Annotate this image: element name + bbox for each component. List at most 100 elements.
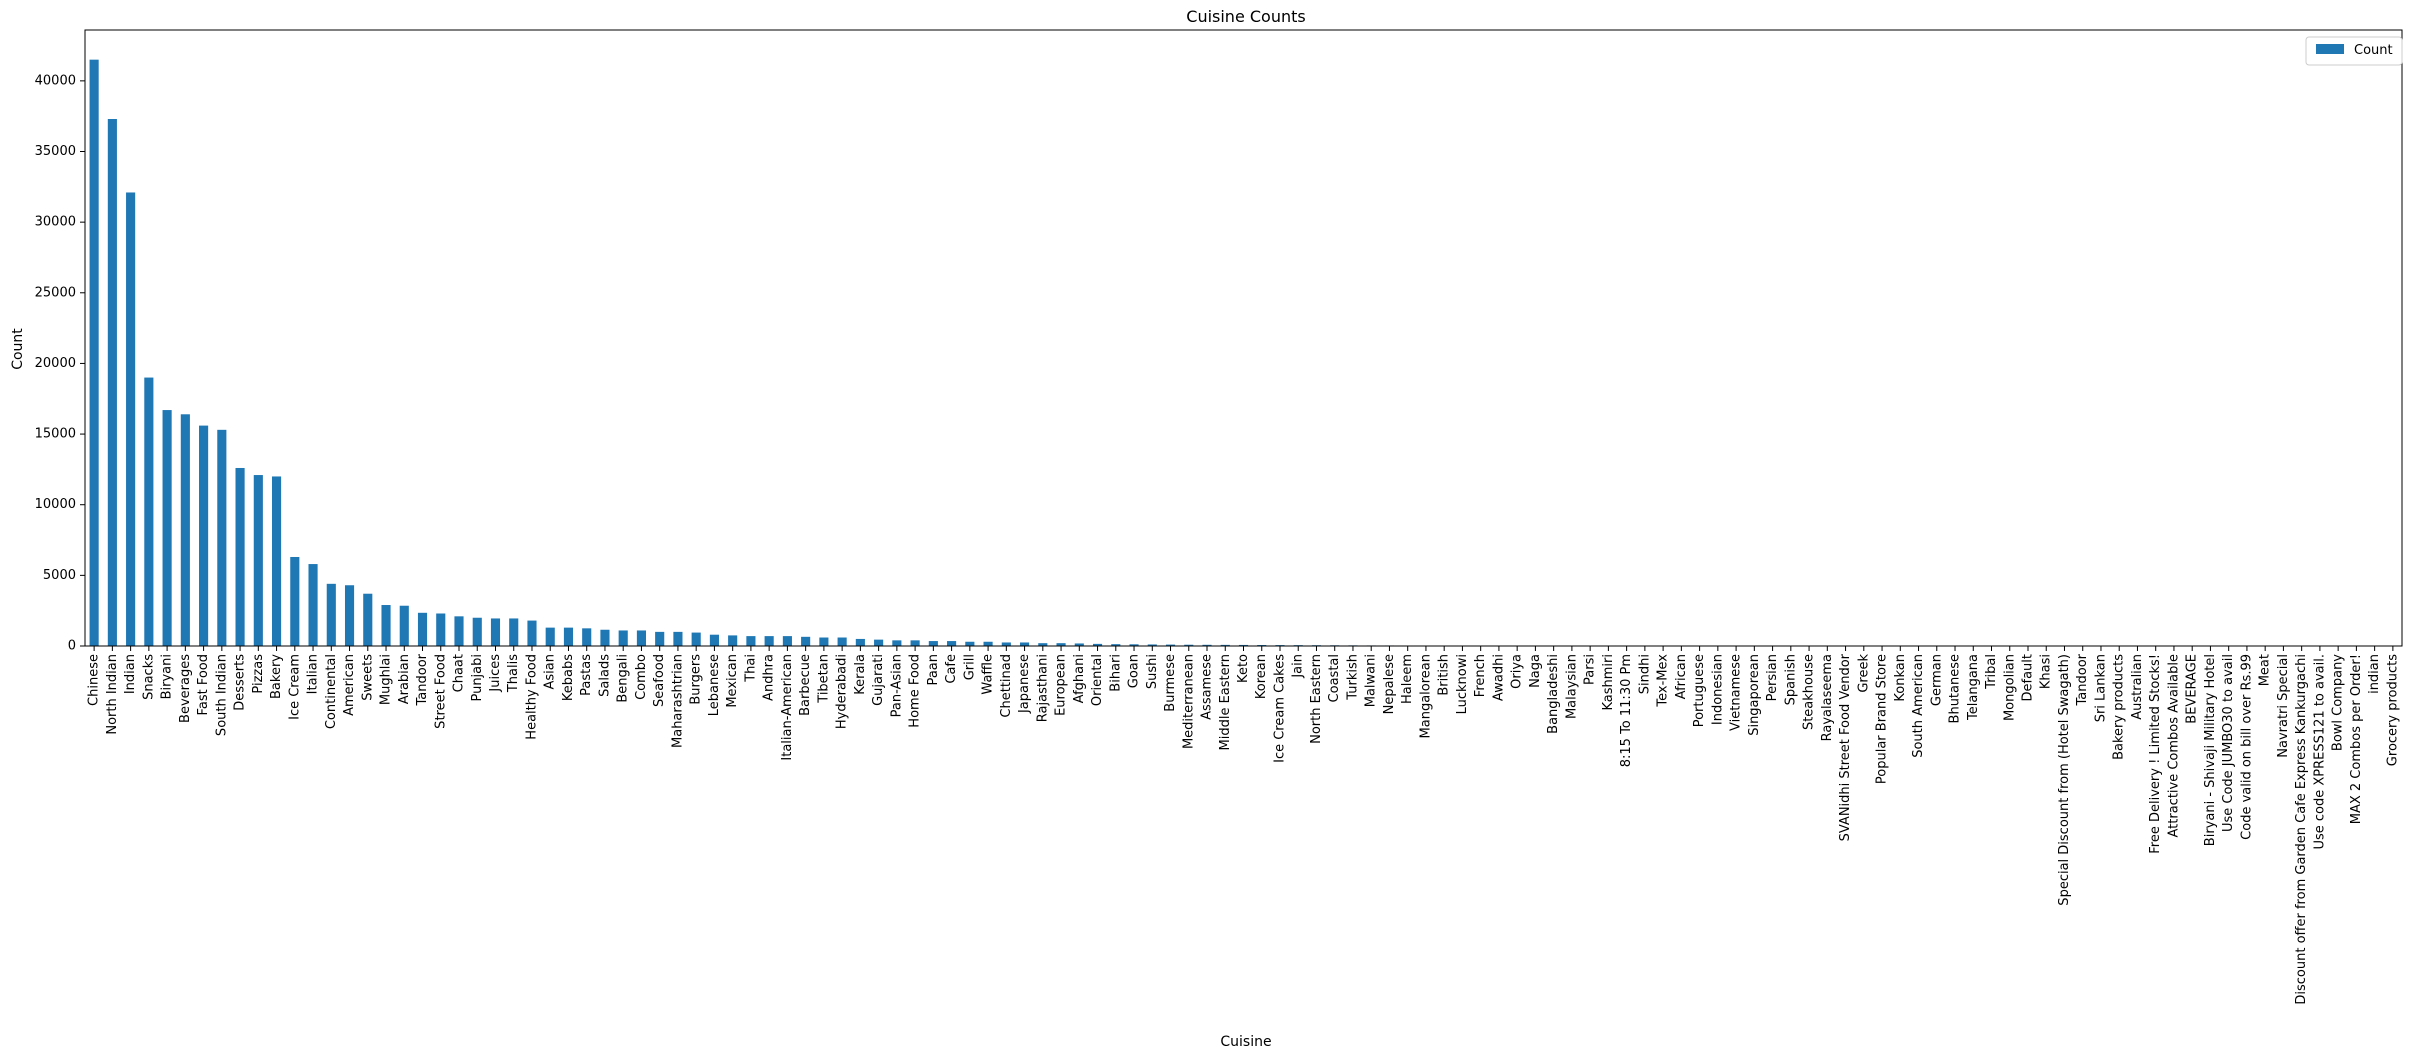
bar [709,634,719,646]
bar [855,638,865,646]
bar [1202,644,1212,646]
x-tick-label: Use code XPRESS121 to avail. [2312,654,2327,850]
x-tick-label: Khasi [2039,654,2054,689]
bar [582,628,592,646]
bar [1038,643,1048,646]
x-tick-label: Bhutanese [1948,654,1963,723]
bar [965,641,975,646]
x-tick-label: Discount offer from Garden Cafe Express … [2294,654,2309,1005]
x-tick-label: Mongolian [2002,654,2017,721]
x-tick-label: Bakery products [2112,654,2127,760]
bar [454,616,464,646]
x-tick-label: Grill [962,654,977,680]
x-tick-label: MAX 2 Combos per Order! [2349,654,2364,824]
x-tick-label: Singaporean [1747,654,1762,736]
legend: Count [2305,36,2403,66]
bar [1129,644,1139,646]
x-tick-label: Fast Food [196,654,211,715]
x-tick-label: Bakery [269,654,284,699]
x-tick-label: Mediterranean [1181,654,1196,749]
x-tick-label: Pastas [579,654,594,696]
x-tick-label: Seafood [652,654,667,707]
x-tick-label: Tibetan [816,654,831,704]
x-tick-label: Telangana [1966,654,1981,721]
bar [563,627,574,646]
x-tick-label: Maharashtrian [670,654,685,748]
x-tick-label: Middle Eastern [1218,654,1233,750]
x-tick-label: South Indian [214,654,229,736]
x-tick-label: Thalis [506,654,521,693]
x-tick-label: Italian-American [780,654,795,761]
bar [363,593,373,646]
bar [180,414,190,646]
bar [272,476,282,646]
bar [983,641,993,646]
x-tick-label: Sri Lankan [2093,654,2108,722]
y-tick-label: 10000 [35,497,76,512]
x-tick-label: Attractive Combos Available [2166,654,2181,838]
bar [1020,642,1030,646]
x-tick-label: Australian [2130,654,2145,720]
x-tick-label: Beverages [178,654,193,723]
x-tick-label: Tandoor [415,653,430,706]
x-axis: Chinese North Indian Indian Snacks Biryani Be… [87,646,2400,1005]
bar [490,618,501,646]
bar [162,410,172,646]
x-tick-label: Goan [1127,654,1142,688]
bar [290,556,300,646]
x-tick-label: Barbecue [798,654,813,716]
x-tick-label: Desserts [233,654,248,711]
x-tick-label: Burmese [1163,654,1178,712]
x-tick-label: North Indian [105,654,120,735]
x-tick-label: Ice Cream Cakes [1272,654,1287,763]
x-tick-label: Bowl Company [2331,654,2346,751]
x-tick-label: Turkish [1345,654,1360,701]
x-tick-label: Japanese [1017,654,1032,714]
y-tick-label: 20000 [35,356,76,371]
bar [1238,644,1249,646]
x-tick-label: Bangladeshi [1546,654,1561,734]
y-tick-label: 15000 [35,427,76,442]
x-axis-label: Cuisine [1220,1034,1271,1050]
x-tick-label: American [342,654,357,716]
bar [89,59,99,647]
x-tick-label: Oriya [1510,654,1525,689]
bar [874,639,884,646]
bar [764,636,774,646]
x-tick-label: Assamese [1200,654,1215,720]
x-tick-label: Healthy Food [524,654,539,740]
x-tick-label: Paan [926,654,941,685]
x-tick-label: Lebanese [707,654,722,716]
x-tick-label: Indian [123,654,138,694]
x-tick-label: Meat [2258,654,2273,686]
bar [618,630,628,646]
y-axis-label: Count [10,328,26,370]
x-tick-label: Home Food [908,654,923,728]
x-tick-label: Mughlai [379,654,394,705]
x-tick-label: European [1054,654,1069,716]
x-tick-label: Andhra [762,654,777,701]
x-tick-label: indian [2367,654,2382,694]
x-tick-label: Coastal [1327,654,1342,702]
x-tick-label: BEVERAGE [2185,654,2200,724]
x-tick-label: Steakhouse [1802,654,1817,730]
x-tick-label: Free Delivery ! Limited Stocks! [2148,654,2163,854]
bar [235,467,245,646]
x-tick-label: Bengali [616,654,631,703]
x-tick-label: Juices [488,654,503,693]
bar [107,119,117,646]
legend-label: Count [2354,43,2393,58]
bar [819,637,829,646]
bar [1092,643,1103,646]
x-tick-label: Portuguese [1692,654,1707,727]
bar [1184,644,1194,646]
bar [253,475,263,646]
x-tick-label: Greek [1856,654,1871,693]
x-tick-label: Kebabs [561,654,576,701]
x-tick-label: Street Food [433,654,448,729]
bar [436,613,446,646]
x-tick-label: Spanish [1783,654,1798,705]
bar [545,627,555,646]
